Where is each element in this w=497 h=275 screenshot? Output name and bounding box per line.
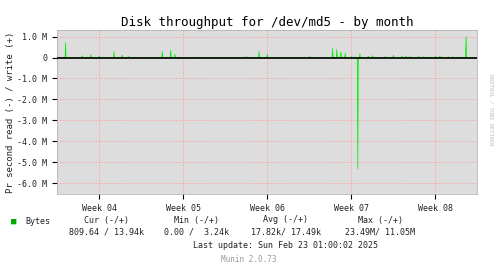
Text: 809.64 / 13.94k: 809.64 / 13.94k: [70, 228, 144, 237]
Text: Bytes: Bytes: [26, 217, 51, 226]
Text: 23.49M/ 11.05M: 23.49M/ 11.05M: [345, 228, 415, 237]
Text: 0.00 /  3.24k: 0.00 / 3.24k: [164, 228, 229, 237]
Text: ■: ■: [11, 217, 16, 226]
Text: Min (-/+): Min (-/+): [174, 216, 219, 224]
Y-axis label: Pr second read (-) / write (+): Pr second read (-) / write (+): [5, 31, 14, 193]
Text: Avg (-/+): Avg (-/+): [263, 216, 308, 224]
Text: Cur (-/+): Cur (-/+): [84, 216, 129, 224]
Text: RRDTOOL / TOBI OETIKER: RRDTOOL / TOBI OETIKER: [489, 74, 494, 146]
Text: 17.82k/ 17.49k: 17.82k/ 17.49k: [251, 228, 321, 237]
Text: Max (-/+): Max (-/+): [358, 216, 403, 224]
Text: Munin 2.0.73: Munin 2.0.73: [221, 255, 276, 264]
Text: Last update: Sun Feb 23 01:00:02 2025: Last update: Sun Feb 23 01:00:02 2025: [193, 241, 378, 250]
Title: Disk throughput for /dev/md5 - by month: Disk throughput for /dev/md5 - by month: [121, 16, 414, 29]
